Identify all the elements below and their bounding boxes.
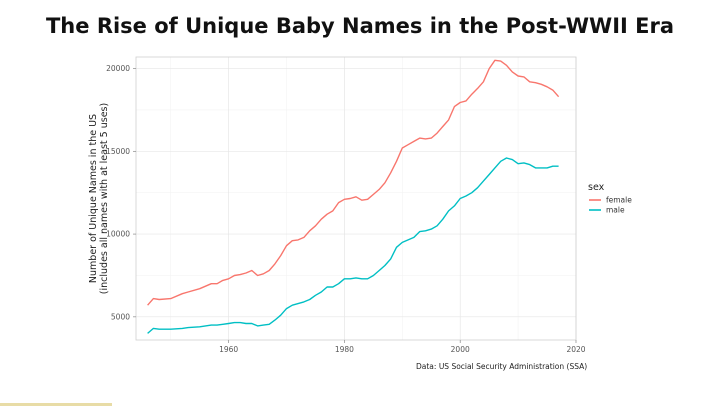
y-axis-label-line2: (includes all names with at least 5 uses… [99, 103, 110, 294]
axis-ticks: 1960 1980 2000 2020 5000 10000 15000 20000 [106, 64, 586, 354]
y-tick-label: 10000 [106, 230, 130, 239]
x-tick-label: 1980 [335, 345, 354, 354]
grid-lines [136, 57, 577, 340]
series-line-male [147, 157, 559, 334]
source-caption: Data: US Social Security Administration … [416, 362, 588, 371]
y-tick-label: 15000 [106, 147, 130, 156]
x-tick-label: 2000 [451, 345, 470, 354]
series-lines [147, 59, 560, 334]
accent-line [0, 403, 112, 406]
legend-label-female: female [606, 196, 632, 205]
x-tick-label: 1960 [219, 345, 238, 354]
y-axis-label: Number of Unique Names in the US [88, 114, 99, 283]
x-tick-label: 2020 [566, 345, 585, 354]
series-line-female [147, 59, 560, 306]
legend-label-male: male [606, 206, 625, 215]
slide-title: The Rise of Unique Baby Names in the Pos… [45, 14, 675, 38]
y-tick-label: 5000 [111, 312, 130, 321]
y-tick-label: 20000 [106, 64, 130, 73]
plot-border [135, 56, 577, 341]
legend-title: sex [588, 182, 605, 193]
